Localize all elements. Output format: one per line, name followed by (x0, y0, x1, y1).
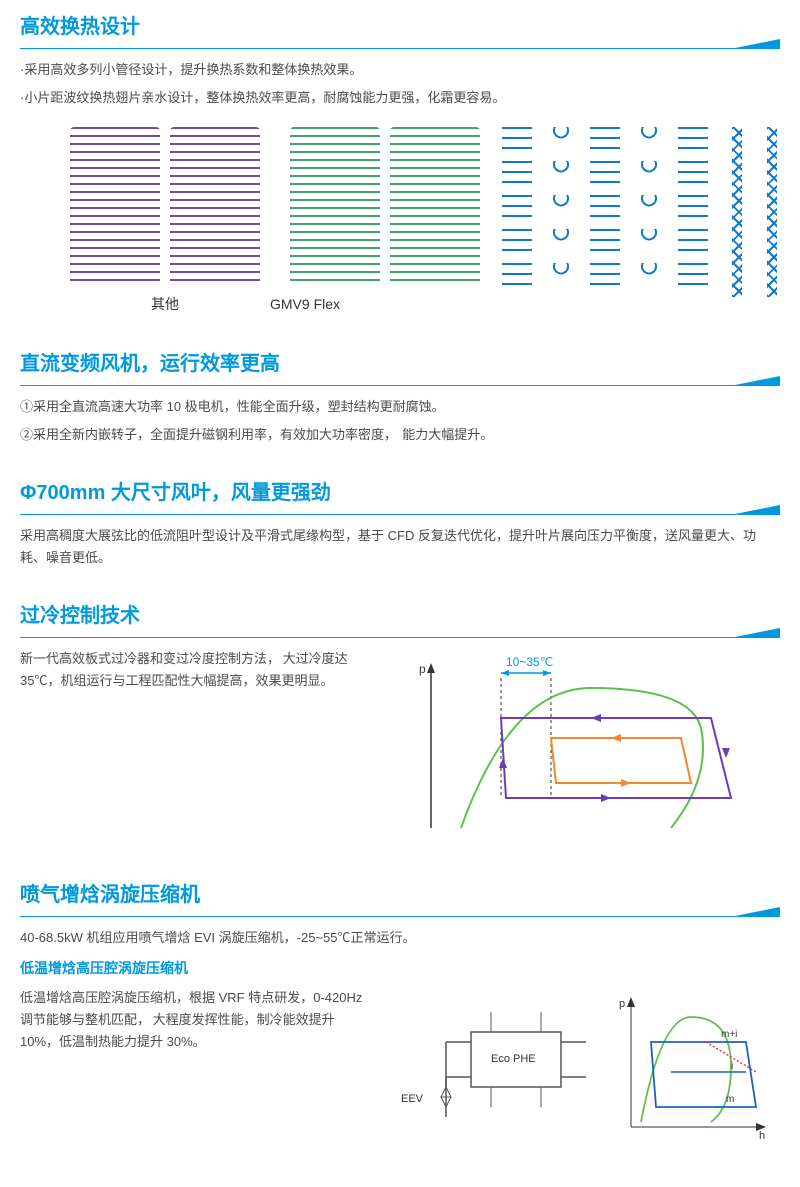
section-title: 高效换热设计 (20, 10, 780, 49)
section-title: Φ700mm 大尺寸风叶，风量更强劲 (20, 476, 780, 515)
sub-title: 低温增焓高压腔涡旋压缩机 (20, 957, 780, 981)
section-heat-exchange: 高效换热设计 ·采用高效多列小管径设计，提升换热系数和整体换热效果。 ·小片距波… (20, 10, 780, 317)
evi-diagram: Eco PHE EEV (391, 987, 780, 1147)
coil-comparison: 其他 GMV9 Flex (20, 115, 480, 317)
svg-text:h: h (759, 1130, 765, 1142)
svg-text:10~35℃: 10~35℃ (506, 655, 553, 669)
section-evi-compressor: 喷气增焓涡旋压缩机 40-68.5kW 机组应用喷气增焓 EVI 涡旋压缩机，-… (20, 878, 780, 1147)
body: 采用高稠度大展弦比的低流阻叶型设计及平滑式尾缘构型，基于 CFD 反复迭代优化，… (20, 525, 780, 569)
label-other: 其他 (70, 293, 260, 317)
sub-body: 低温增焓高压腔涡旋压缩机，根据 VRF 特点研发，0-420Hz 调节能够与整机… (20, 987, 371, 1053)
section-title: 过冷控制技术 (20, 599, 780, 638)
svg-text:m+i: m+i (721, 1029, 737, 1040)
section-title: 喷气增焓涡旋压缩机 (20, 878, 780, 917)
section-title: 直流变频风机，运行效率更高 (20, 347, 780, 386)
bullet: ·小片距波纹换热翅片亲水设计，整体换热效率更高，耐腐蚀能力更强，化霜更容易。 (20, 87, 780, 109)
coil-gmv9 (290, 127, 480, 287)
bullet: ②采用全新内嵌转子，全面提升磁钢利用率，有效加大功率密度， 能力大幅提升。 (20, 424, 780, 446)
svg-text:i: i (731, 1061, 733, 1072)
svg-text:Eco PHE: Eco PHE (491, 1053, 536, 1065)
bullet: ①采用全直流高速大功率 10 极电机，性能全面升级，塑封结构更耐腐蚀。 (20, 396, 780, 418)
body: 新一代高效板式过冷器和变过冷度控制方法， 大过冷度达 35℃，机组运行与工程匹配… (20, 648, 371, 692)
label-gmv: GMV9 Flex (270, 293, 370, 317)
svg-text:EEV: EEV (401, 1093, 424, 1105)
svg-text:p: p (419, 662, 426, 676)
coil-other (70, 127, 260, 287)
bullet: ·采用高效多列小管径设计，提升换热系数和整体换热效果。 (20, 59, 780, 81)
section-dc-fan: 直流变频风机，运行效率更高 ①采用全直流高速大功率 10 极电机，性能全面升级，… (20, 347, 780, 446)
section-subcool: 过冷控制技术 新一代高效板式过冷器和变过冷度控制方法， 大过冷度达 35℃，机组… (20, 599, 780, 848)
svg-text:m: m (726, 1094, 734, 1105)
fin-patterns (500, 115, 780, 297)
svg-text:p: p (619, 998, 625, 1010)
body: 40-68.5kW 机组应用喷气增焓 EVI 涡旋压缩机，-25~55℃正常运行… (20, 927, 780, 949)
section-fan-blade: Φ700mm 大尺寸风叶，风量更强劲 采用高稠度大展弦比的低流阻叶型设计及平滑式… (20, 476, 780, 569)
figure-row: 其他 GMV9 Flex (20, 115, 780, 317)
ph-chart: p 10~35℃ (391, 648, 780, 848)
